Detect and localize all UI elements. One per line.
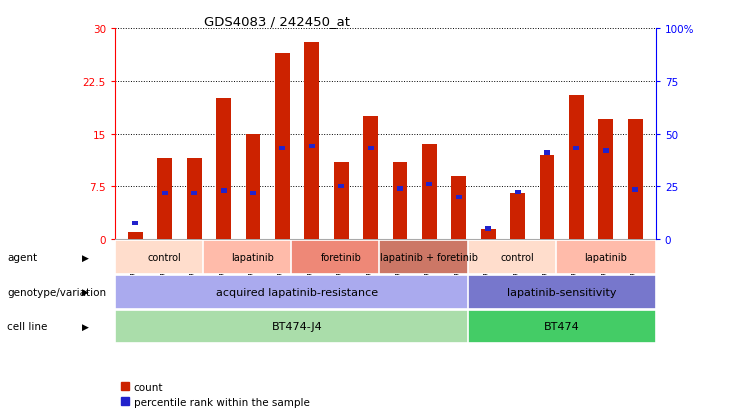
- Bar: [599, 120, 613, 240]
- Text: control: control: [148, 252, 182, 262]
- Bar: [246, 134, 260, 240]
- Bar: [221, 189, 227, 193]
- Bar: [162, 191, 167, 195]
- Bar: [115, 275, 479, 309]
- Bar: [603, 149, 609, 153]
- Bar: [191, 191, 197, 195]
- Text: lapatinib + foretinib: lapatinib + foretinib: [380, 252, 479, 262]
- Bar: [515, 190, 520, 194]
- Text: BT474-J4: BT474-J4: [272, 322, 322, 332]
- Bar: [203, 240, 303, 274]
- Bar: [115, 310, 479, 344]
- Bar: [481, 229, 496, 240]
- Bar: [397, 187, 403, 191]
- Text: control: control: [501, 252, 534, 262]
- Bar: [216, 99, 231, 240]
- Text: lapatinib: lapatinib: [232, 252, 274, 262]
- Bar: [334, 162, 348, 240]
- Text: genotype/variation: genotype/variation: [7, 287, 107, 297]
- Bar: [468, 275, 656, 309]
- Text: ▶: ▶: [82, 253, 89, 262]
- Text: cell line: cell line: [7, 322, 47, 332]
- Bar: [158, 159, 172, 240]
- Bar: [250, 191, 256, 195]
- Text: agent: agent: [7, 252, 38, 262]
- Title: GDS4083 / 242450_at: GDS4083 / 242450_at: [204, 15, 350, 28]
- Bar: [544, 151, 550, 155]
- Text: ▶: ▶: [82, 287, 89, 297]
- Bar: [291, 240, 391, 274]
- Bar: [275, 54, 290, 240]
- Bar: [468, 310, 656, 344]
- Bar: [363, 116, 378, 240]
- Bar: [133, 222, 139, 226]
- Text: ▶: ▶: [82, 322, 89, 331]
- Bar: [485, 227, 491, 231]
- Bar: [187, 159, 202, 240]
- Bar: [574, 147, 579, 151]
- Bar: [309, 145, 315, 149]
- Bar: [451, 176, 466, 240]
- Bar: [339, 185, 344, 189]
- Bar: [569, 96, 584, 240]
- Bar: [393, 162, 408, 240]
- Bar: [128, 233, 143, 240]
- Text: lapatinib: lapatinib: [585, 252, 627, 262]
- Bar: [511, 194, 525, 240]
- Bar: [468, 240, 568, 274]
- Text: BT474: BT474: [544, 322, 579, 332]
- Text: foretinib: foretinib: [321, 252, 362, 262]
- Bar: [422, 145, 436, 240]
- Bar: [628, 120, 642, 240]
- Bar: [632, 188, 638, 192]
- Text: acquired lapatinib-resistance: acquired lapatinib-resistance: [216, 287, 378, 297]
- Bar: [427, 183, 432, 187]
- Bar: [539, 155, 554, 240]
- Text: lapatinib-sensitivity: lapatinib-sensitivity: [507, 287, 617, 297]
- Bar: [115, 240, 215, 274]
- Bar: [379, 240, 479, 274]
- Legend: count, percentile rank within the sample: count, percentile rank within the sample: [120, 380, 310, 408]
- Bar: [368, 147, 373, 151]
- Bar: [279, 147, 285, 151]
- Bar: [556, 240, 656, 274]
- Bar: [305, 43, 319, 240]
- Bar: [456, 195, 462, 199]
